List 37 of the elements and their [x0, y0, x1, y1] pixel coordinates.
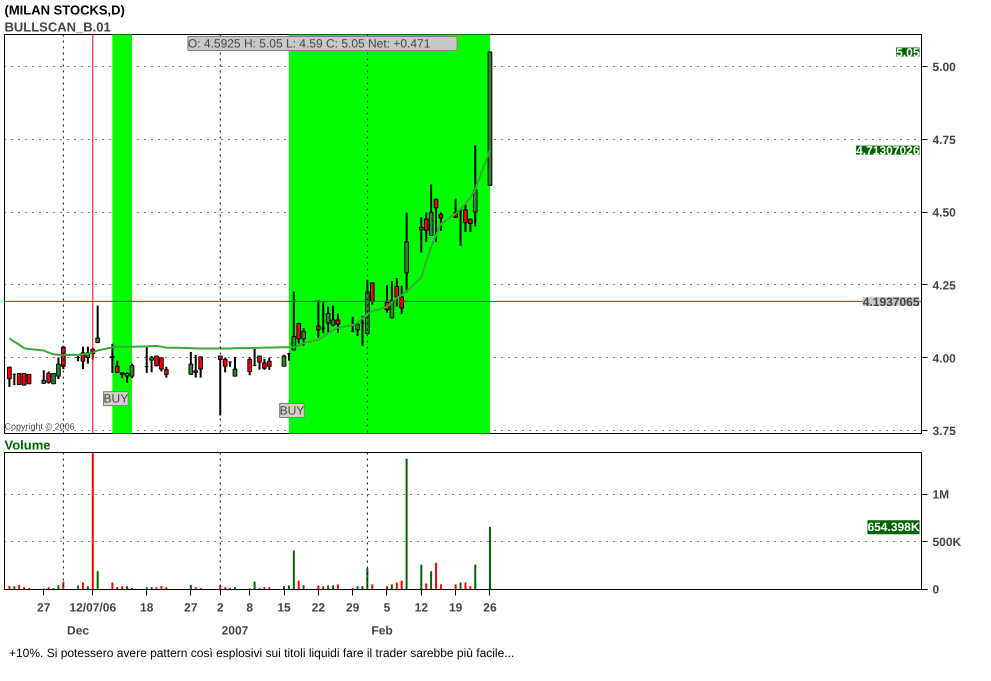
text: +10%. Si potessero avere pattern così esplosivi sui titoli liquidi fare il trader sarebbe più facile... — [9, 645, 514, 662]
chart-title: (MILAN STOCKS,D) — [4, 2, 125, 18]
x-tick-label: 12/07/06 — [69, 600, 116, 614]
annotation: 5.05 — [896, 45, 920, 60]
annotation: BUY — [280, 404, 304, 418]
y-tick-label: 1M — [932, 487, 950, 502]
y-tick-label: 4.50 — [932, 206, 956, 220]
y-tick-label: 4.25 — [932, 278, 956, 292]
y-tick-label: 4.00 — [932, 351, 956, 366]
chart-subtitle: BULLSCAN_B.01 — [4, 20, 111, 34]
annotation: Copyright © 2006 — [4, 422, 75, 432]
x-tick-label: 5 — [384, 600, 391, 614]
y-tick-label: 5.00 — [932, 60, 956, 74]
annotation: 4.71307026 — [856, 144, 920, 158]
x-tick-label: 27 — [184, 600, 198, 614]
x-tick-label: 27 — [37, 600, 51, 614]
annotation: 654.398K — [867, 520, 920, 534]
x-tick-label: 2 — [216, 600, 224, 614]
y-tick-label: 3.75 — [932, 424, 956, 438]
annotation: O: 4.5925 H: 5.05 L: 4.59 C: 5.05 Net: +0.471 — [188, 36, 431, 50]
x-tick-label: 15 — [277, 600, 292, 614]
x-tick-label: 18 — [140, 600, 154, 614]
y-tick-label: 0 — [932, 582, 940, 596]
y-tick-label: 4.75 — [932, 132, 956, 147]
text: Feb — [371, 624, 393, 638]
x-tick-label: 8 — [246, 600, 254, 614]
chart-title: Volume — [4, 438, 50, 452]
x-tick-label: 12 — [414, 600, 428, 614]
x-tick-label: 19 — [448, 600, 463, 614]
annotation: BUY — [104, 392, 128, 406]
y-tick-label: 500K — [932, 534, 962, 549]
x-tick-label: 29 — [346, 600, 360, 614]
x-tick-label: 22 — [312, 600, 326, 614]
text: 2007 — [222, 624, 249, 638]
ref-line-label: 4.1937065 — [862, 294, 920, 309]
x-tick-label: 26 — [483, 600, 497, 614]
text: Dec — [67, 624, 90, 638]
